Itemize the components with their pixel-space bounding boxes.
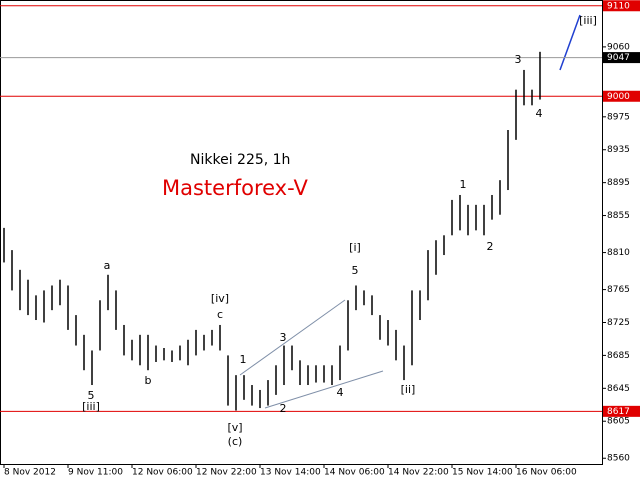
- wedge-line: [264, 370, 384, 409]
- y-tick-label: 8975: [607, 112, 630, 122]
- chart-subtitle: Masterforex-V: [162, 176, 308, 200]
- wave-label: [iii]: [82, 400, 100, 413]
- x-tick-label: 12 Nov 06:00: [132, 468, 193, 478]
- y-tick-label: 8725: [607, 318, 630, 328]
- x-tick-label: 8 Nov 2012: [4, 468, 56, 478]
- x-tick-label: 12 Nov 22:00: [196, 468, 257, 478]
- wave-label: 1: [240, 353, 247, 366]
- price-label: 8617: [607, 407, 630, 417]
- y-tick-label: 8810: [607, 248, 630, 258]
- y-tick-label: 9060: [607, 42, 630, 52]
- wave-label: [v]: [227, 421, 242, 434]
- x-tick-label: 9 Nov 11:00: [68, 468, 123, 478]
- y-tick-label: 8855: [607, 211, 630, 221]
- plot-frame: [0, 0, 603, 465]
- x-tick-label: 14 Nov 06:00: [324, 468, 385, 478]
- y-tick-label: 8765: [607, 285, 630, 295]
- wave-label: [iv]: [211, 292, 229, 305]
- x-tick-label: 14 Nov 22:00: [388, 468, 449, 478]
- price-label: 9047: [607, 53, 630, 63]
- wave-label: 1: [460, 178, 467, 191]
- price-label-box: [603, 52, 640, 64]
- y-tick-label: 8645: [607, 384, 630, 394]
- y-tick-label: 8935: [607, 145, 630, 155]
- y-tick-label: 8605: [607, 417, 630, 427]
- wave-label: 5: [352, 264, 359, 277]
- wave-label: [ii]: [401, 383, 416, 396]
- price-label-box: [603, 90, 640, 102]
- wave-label: 2: [280, 402, 287, 415]
- wave-label: c: [217, 308, 223, 321]
- wave-label: 3: [280, 331, 287, 344]
- wave-label: [i]: [349, 241, 361, 254]
- x-tick-label: 13 Nov 14:00: [260, 468, 321, 478]
- price-label-box: [603, 0, 640, 12]
- price-label: 9000: [607, 92, 630, 102]
- projection-line: [559, 14, 581, 71]
- wave-label: a: [104, 259, 111, 272]
- chart-title: Nikkei 225, 1h: [190, 152, 290, 168]
- wave-label: 4: [536, 107, 543, 120]
- wave-label: [iii]: [579, 14, 597, 27]
- wave-label: 2: [487, 240, 494, 253]
- wave-label: 5: [88, 389, 95, 402]
- price-label: 9110: [607, 1, 630, 11]
- wave-label: (c): [228, 435, 243, 448]
- y-tick-label: 8895: [607, 178, 630, 188]
- x-tick-label: 15 Nov 14:00: [452, 468, 513, 478]
- price-label-box: [603, 405, 640, 417]
- wave-label: 4: [337, 386, 344, 399]
- wedge-line: [239, 299, 346, 376]
- wave-label: 3: [515, 53, 522, 66]
- x-tick-label: 16 Nov 06:00: [516, 468, 577, 478]
- y-tick-label: 8685: [607, 351, 630, 361]
- y-tick-label: 8560: [607, 454, 630, 464]
- wave-label: b: [145, 374, 152, 387]
